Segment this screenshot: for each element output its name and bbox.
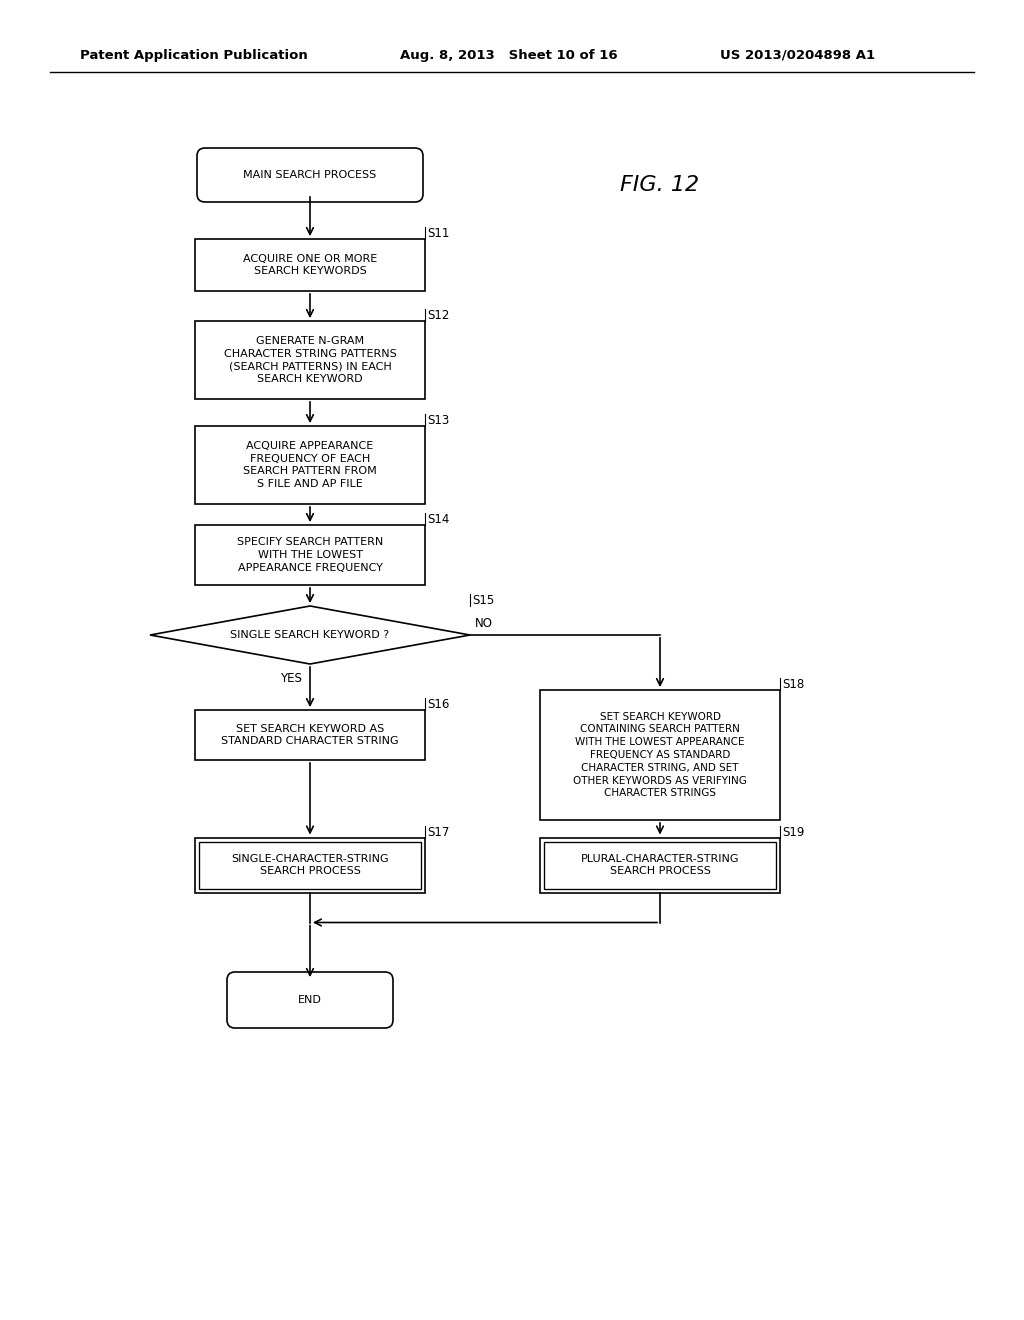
Text: Patent Application Publication: Patent Application Publication xyxy=(80,49,308,62)
Text: ACQUIRE APPEARANCE
FREQUENCY OF EACH
SEARCH PATTERN FROM
S FILE AND AP FILE: ACQUIRE APPEARANCE FREQUENCY OF EACH SEA… xyxy=(243,441,377,490)
Text: MAIN SEARCH PROCESS: MAIN SEARCH PROCESS xyxy=(244,170,377,180)
Text: S14: S14 xyxy=(427,513,450,525)
Bar xyxy=(540,690,780,820)
FancyBboxPatch shape xyxy=(197,148,423,202)
Text: S11: S11 xyxy=(427,227,450,240)
Bar xyxy=(195,239,425,290)
Text: END: END xyxy=(298,995,322,1005)
Text: YES: YES xyxy=(281,672,302,685)
Text: NO: NO xyxy=(475,616,493,630)
FancyBboxPatch shape xyxy=(227,972,393,1028)
Text: S15: S15 xyxy=(472,594,495,607)
Text: S17: S17 xyxy=(427,825,450,838)
Text: S19: S19 xyxy=(782,825,805,838)
Polygon shape xyxy=(150,606,470,664)
Text: SET SEARCH KEYWORD
CONTAINING SEARCH PATTERN
WITH THE LOWEST APPEARANCE
FREQUENC: SET SEARCH KEYWORD CONTAINING SEARCH PAT… xyxy=(573,711,746,799)
Text: S13: S13 xyxy=(427,414,450,426)
Bar xyxy=(195,321,425,399)
Bar xyxy=(199,842,421,888)
Bar xyxy=(195,525,425,585)
Text: PLURAL-CHARACTER-STRING
SEARCH PROCESS: PLURAL-CHARACTER-STRING SEARCH PROCESS xyxy=(581,854,739,876)
Text: S12: S12 xyxy=(427,309,450,322)
Bar xyxy=(195,426,425,504)
Text: Aug. 8, 2013   Sheet 10 of 16: Aug. 8, 2013 Sheet 10 of 16 xyxy=(400,49,617,62)
Bar xyxy=(195,837,425,892)
Bar xyxy=(544,842,776,888)
Text: SINGLE-CHARACTER-STRING
SEARCH PROCESS: SINGLE-CHARACTER-STRING SEARCH PROCESS xyxy=(231,854,389,876)
Text: ACQUIRE ONE OR MORE
SEARCH KEYWORDS: ACQUIRE ONE OR MORE SEARCH KEYWORDS xyxy=(243,253,377,276)
Text: SET SEARCH KEYWORD AS
STANDARD CHARACTER STRING: SET SEARCH KEYWORD AS STANDARD CHARACTER… xyxy=(221,723,398,746)
Text: GENERATE N-GRAM
CHARACTER STRING PATTERNS
(SEARCH PATTERNS) IN EACH
SEARCH KEYWO: GENERATE N-GRAM CHARACTER STRING PATTERN… xyxy=(223,335,396,384)
Text: FIG. 12: FIG. 12 xyxy=(620,176,699,195)
Text: US 2013/0204898 A1: US 2013/0204898 A1 xyxy=(720,49,876,62)
Text: SPECIFY SEARCH PATTERN
WITH THE LOWEST
APPEARANCE FREQUENCY: SPECIFY SEARCH PATTERN WITH THE LOWEST A… xyxy=(237,537,383,573)
Bar xyxy=(540,837,780,892)
Text: SINGLE SEARCH KEYWORD ?: SINGLE SEARCH KEYWORD ? xyxy=(230,630,389,640)
Text: S18: S18 xyxy=(782,678,804,690)
Bar xyxy=(195,710,425,760)
Text: S16: S16 xyxy=(427,698,450,711)
